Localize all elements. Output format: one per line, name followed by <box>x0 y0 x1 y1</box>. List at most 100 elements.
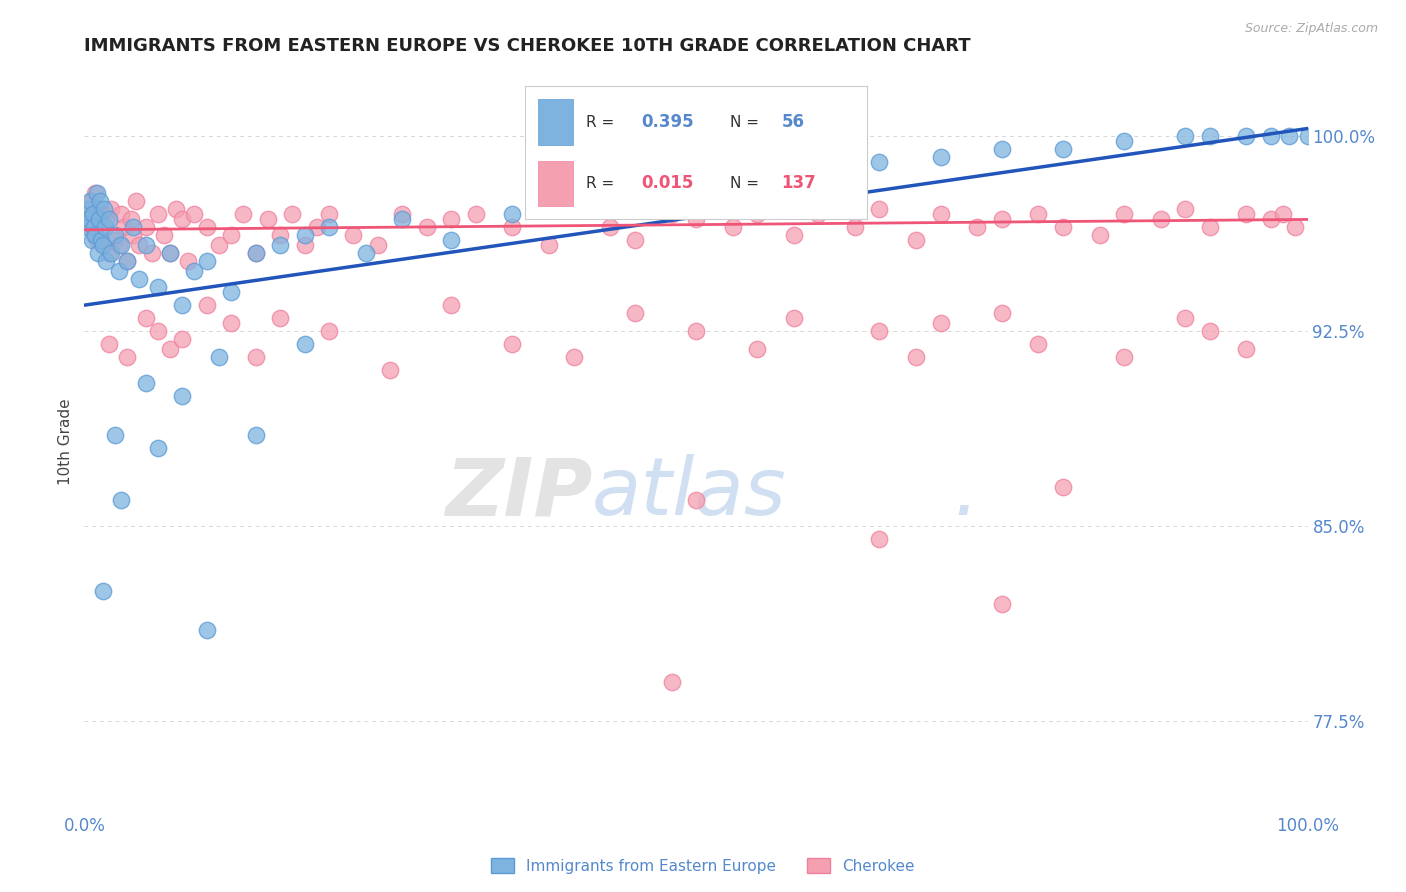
Point <box>269 227 291 242</box>
Point <box>294 238 316 252</box>
Point <box>208 238 231 252</box>
Point <box>172 332 194 346</box>
Point <box>1272 207 1295 221</box>
Point <box>1150 212 1173 227</box>
Point <box>93 202 115 216</box>
Point <box>1114 135 1136 149</box>
Point <box>269 238 291 252</box>
Point <box>318 220 340 235</box>
Point <box>844 220 866 235</box>
Text: Source: ZipAtlas.com: Source: ZipAtlas.com <box>1244 22 1378 36</box>
Point <box>86 186 108 201</box>
Point <box>869 324 891 338</box>
Point <box>87 212 110 227</box>
Point <box>84 186 107 201</box>
Point <box>538 238 561 252</box>
Point <box>97 246 120 260</box>
Point <box>91 583 114 598</box>
Point <box>146 280 169 294</box>
Point <box>79 194 101 209</box>
Point <box>1088 227 1111 242</box>
Point <box>783 311 806 326</box>
Point <box>77 202 100 216</box>
Point <box>269 311 291 326</box>
Point <box>747 343 769 357</box>
Point <box>245 246 267 260</box>
Point <box>367 238 389 252</box>
Point <box>562 202 585 216</box>
Point <box>107 264 129 278</box>
Text: .: . <box>953 454 979 533</box>
Point <box>1028 207 1050 221</box>
Point <box>135 238 157 252</box>
Point <box>440 233 463 247</box>
Point <box>79 220 101 235</box>
Point <box>807 207 830 221</box>
Point <box>141 246 163 260</box>
Point <box>502 337 524 351</box>
Point <box>869 202 891 216</box>
Point <box>929 316 952 330</box>
Point <box>232 207 254 221</box>
Point <box>96 212 118 227</box>
Point <box>97 212 120 227</box>
Point <box>1278 129 1301 144</box>
Point <box>77 202 100 216</box>
Point <box>245 246 267 260</box>
Text: IMMIGRANTS FROM EASTERN EUROPE VS CHEROKEE 10TH GRADE CORRELATION CHART: IMMIGRANTS FROM EASTERN EUROPE VS CHEROK… <box>84 37 972 54</box>
Point <box>80 194 103 209</box>
Point <box>76 212 98 227</box>
Point <box>195 298 218 312</box>
Point <box>107 238 129 252</box>
Point <box>87 246 110 260</box>
Point <box>159 246 181 260</box>
Point <box>104 227 127 242</box>
Point <box>100 202 122 216</box>
Point <box>83 227 105 242</box>
Point <box>76 220 98 235</box>
Text: ZIP: ZIP <box>444 454 592 533</box>
Point <box>115 254 138 268</box>
Point <box>416 220 439 235</box>
Point <box>94 220 117 235</box>
Point <box>100 246 122 260</box>
Point <box>281 207 304 221</box>
Point <box>391 207 413 221</box>
Point <box>110 207 132 221</box>
Point <box>135 311 157 326</box>
Point <box>747 168 769 182</box>
Point <box>562 350 585 364</box>
Point <box>294 227 316 242</box>
Point <box>502 207 524 221</box>
Point <box>91 238 114 252</box>
Point <box>661 674 683 689</box>
Point <box>195 220 218 235</box>
Point <box>1052 220 1074 235</box>
Point <box>783 227 806 242</box>
Point <box>342 227 364 242</box>
Point <box>624 186 647 201</box>
Point <box>122 220 145 235</box>
Point <box>318 207 340 221</box>
Point <box>905 350 928 364</box>
Point <box>90 220 112 235</box>
Point <box>96 254 118 268</box>
Point <box>380 363 402 377</box>
Point <box>440 212 463 227</box>
Point <box>599 220 621 235</box>
Point <box>195 623 218 637</box>
Point <box>245 350 267 364</box>
Point <box>87 202 110 216</box>
Point <box>153 227 176 242</box>
Point <box>86 233 108 247</box>
Legend: Immigrants from Eastern Europe, Cherokee: Immigrants from Eastern Europe, Cherokee <box>485 852 921 880</box>
Point <box>991 306 1014 320</box>
Point <box>624 306 647 320</box>
Point <box>1198 129 1220 144</box>
Point <box>1198 324 1220 338</box>
Point <box>1236 129 1258 144</box>
Point <box>172 212 194 227</box>
Point <box>807 161 830 175</box>
Point <box>89 194 111 209</box>
Point <box>1028 337 1050 351</box>
